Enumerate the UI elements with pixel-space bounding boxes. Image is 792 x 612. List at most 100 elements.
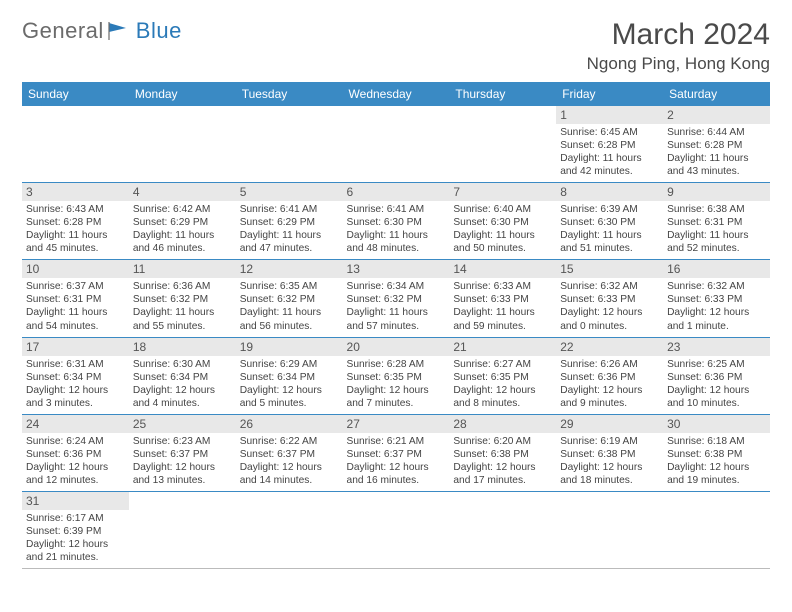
day-number: 16: [663, 260, 770, 278]
day-cell: [556, 491, 663, 568]
day-number: 2: [663, 106, 770, 124]
day-cell: 28Sunrise: 6:20 AMSunset: 6:38 PMDayligh…: [449, 414, 556, 491]
day-details: Sunrise: 6:38 AMSunset: 6:31 PMDaylight:…: [663, 201, 770, 259]
day-cell: 23Sunrise: 6:25 AMSunset: 6:36 PMDayligh…: [663, 337, 770, 414]
day-cell: 18Sunrise: 6:30 AMSunset: 6:34 PMDayligh…: [129, 337, 236, 414]
header-row: Sunday Monday Tuesday Wednesday Thursday…: [22, 82, 770, 106]
day-details: Sunrise: 6:24 AMSunset: 6:36 PMDaylight:…: [22, 433, 129, 491]
day-number: 10: [22, 260, 129, 278]
day-details: Sunrise: 6:20 AMSunset: 6:38 PMDaylight:…: [449, 433, 556, 491]
day-number: 11: [129, 260, 236, 278]
day-number: 21: [449, 338, 556, 356]
day-cell: 31Sunrise: 6:17 AMSunset: 6:39 PMDayligh…: [22, 491, 129, 568]
day-cell: 5Sunrise: 6:41 AMSunset: 6:29 PMDaylight…: [236, 183, 343, 260]
col-thu: Thursday: [449, 82, 556, 106]
day-number: 27: [343, 415, 450, 433]
day-cell: 17Sunrise: 6:31 AMSunset: 6:34 PMDayligh…: [22, 337, 129, 414]
day-details: Sunrise: 6:37 AMSunset: 6:31 PMDaylight:…: [22, 278, 129, 336]
day-cell: 7Sunrise: 6:40 AMSunset: 6:30 PMDaylight…: [449, 183, 556, 260]
day-number: 4: [129, 183, 236, 201]
table-row: 24Sunrise: 6:24 AMSunset: 6:36 PMDayligh…: [22, 414, 770, 491]
day-cell: [343, 106, 450, 183]
day-number: 12: [236, 260, 343, 278]
brand-logo: General Blue: [22, 18, 182, 44]
day-cell: 11Sunrise: 6:36 AMSunset: 6:32 PMDayligh…: [129, 260, 236, 337]
day-cell: [236, 491, 343, 568]
day-details: Sunrise: 6:34 AMSunset: 6:32 PMDaylight:…: [343, 278, 450, 336]
day-details: Sunrise: 6:27 AMSunset: 6:35 PMDaylight:…: [449, 356, 556, 414]
col-sat: Saturday: [663, 82, 770, 106]
day-cell: 24Sunrise: 6:24 AMSunset: 6:36 PMDayligh…: [22, 414, 129, 491]
day-number: 17: [22, 338, 129, 356]
day-details: Sunrise: 6:29 AMSunset: 6:34 PMDaylight:…: [236, 356, 343, 414]
col-fri: Friday: [556, 82, 663, 106]
brand-text-2: Blue: [136, 18, 182, 44]
day-details: Sunrise: 6:18 AMSunset: 6:38 PMDaylight:…: [663, 433, 770, 491]
day-cell: [236, 106, 343, 183]
day-cell: 25Sunrise: 6:23 AMSunset: 6:37 PMDayligh…: [129, 414, 236, 491]
day-cell: [449, 106, 556, 183]
day-details: Sunrise: 6:21 AMSunset: 6:37 PMDaylight:…: [343, 433, 450, 491]
day-cell: 4Sunrise: 6:42 AMSunset: 6:29 PMDaylight…: [129, 183, 236, 260]
day-number: 7: [449, 183, 556, 201]
day-details: Sunrise: 6:45 AMSunset: 6:28 PMDaylight:…: [556, 124, 663, 182]
day-cell: 1Sunrise: 6:45 AMSunset: 6:28 PMDaylight…: [556, 106, 663, 183]
day-details: Sunrise: 6:41 AMSunset: 6:29 PMDaylight:…: [236, 201, 343, 259]
day-cell: 9Sunrise: 6:38 AMSunset: 6:31 PMDaylight…: [663, 183, 770, 260]
table-row: 3Sunrise: 6:43 AMSunset: 6:28 PMDaylight…: [22, 183, 770, 260]
day-cell: 21Sunrise: 6:27 AMSunset: 6:35 PMDayligh…: [449, 337, 556, 414]
day-details: Sunrise: 6:35 AMSunset: 6:32 PMDaylight:…: [236, 278, 343, 336]
day-details: Sunrise: 6:25 AMSunset: 6:36 PMDaylight:…: [663, 356, 770, 414]
day-details: Sunrise: 6:30 AMSunset: 6:34 PMDaylight:…: [129, 356, 236, 414]
day-details: Sunrise: 6:22 AMSunset: 6:37 PMDaylight:…: [236, 433, 343, 491]
day-number: 19: [236, 338, 343, 356]
day-number: 1: [556, 106, 663, 124]
day-details: Sunrise: 6:17 AMSunset: 6:39 PMDaylight:…: [22, 510, 129, 568]
day-number: 13: [343, 260, 450, 278]
month-title: March 2024: [587, 18, 770, 52]
day-details: Sunrise: 6:39 AMSunset: 6:30 PMDaylight:…: [556, 201, 663, 259]
header: General Blue March 2024 Ngong Ping, Hong…: [22, 18, 770, 74]
day-cell: [129, 106, 236, 183]
day-cell: [343, 491, 450, 568]
table-row: 31Sunrise: 6:17 AMSunset: 6:39 PMDayligh…: [22, 491, 770, 568]
day-details: Sunrise: 6:36 AMSunset: 6:32 PMDaylight:…: [129, 278, 236, 336]
day-number: 5: [236, 183, 343, 201]
day-cell: 30Sunrise: 6:18 AMSunset: 6:38 PMDayligh…: [663, 414, 770, 491]
day-number: 20: [343, 338, 450, 356]
day-number: 8: [556, 183, 663, 201]
col-tue: Tuesday: [236, 82, 343, 106]
day-number: 6: [343, 183, 450, 201]
day-details: Sunrise: 6:33 AMSunset: 6:33 PMDaylight:…: [449, 278, 556, 336]
day-cell: 6Sunrise: 6:41 AMSunset: 6:30 PMDaylight…: [343, 183, 450, 260]
day-number: 18: [129, 338, 236, 356]
day-number: 15: [556, 260, 663, 278]
day-number: 29: [556, 415, 663, 433]
day-cell: 2Sunrise: 6:44 AMSunset: 6:28 PMDaylight…: [663, 106, 770, 183]
day-cell: 13Sunrise: 6:34 AMSunset: 6:32 PMDayligh…: [343, 260, 450, 337]
table-row: 10Sunrise: 6:37 AMSunset: 6:31 PMDayligh…: [22, 260, 770, 337]
col-sun: Sunday: [22, 82, 129, 106]
day-cell: 14Sunrise: 6:33 AMSunset: 6:33 PMDayligh…: [449, 260, 556, 337]
day-details: Sunrise: 6:28 AMSunset: 6:35 PMDaylight:…: [343, 356, 450, 414]
logo-flag-icon: [108, 22, 134, 40]
day-number: 24: [22, 415, 129, 433]
day-cell: 3Sunrise: 6:43 AMSunset: 6:28 PMDaylight…: [22, 183, 129, 260]
table-row: 17Sunrise: 6:31 AMSunset: 6:34 PMDayligh…: [22, 337, 770, 414]
day-cell: 19Sunrise: 6:29 AMSunset: 6:34 PMDayligh…: [236, 337, 343, 414]
day-details: Sunrise: 6:19 AMSunset: 6:38 PMDaylight:…: [556, 433, 663, 491]
day-details: Sunrise: 6:43 AMSunset: 6:28 PMDaylight:…: [22, 201, 129, 259]
col-mon: Monday: [129, 82, 236, 106]
title-block: March 2024 Ngong Ping, Hong Kong: [587, 18, 770, 74]
day-details: Sunrise: 6:26 AMSunset: 6:36 PMDaylight:…: [556, 356, 663, 414]
day-number: 26: [236, 415, 343, 433]
day-cell: 26Sunrise: 6:22 AMSunset: 6:37 PMDayligh…: [236, 414, 343, 491]
day-cell: [22, 106, 129, 183]
day-number: 14: [449, 260, 556, 278]
day-details: Sunrise: 6:40 AMSunset: 6:30 PMDaylight:…: [449, 201, 556, 259]
day-details: Sunrise: 6:23 AMSunset: 6:37 PMDaylight:…: [129, 433, 236, 491]
location: Ngong Ping, Hong Kong: [587, 54, 770, 74]
brand-text-1: General: [22, 18, 104, 44]
day-cell: 15Sunrise: 6:32 AMSunset: 6:33 PMDayligh…: [556, 260, 663, 337]
day-number: 28: [449, 415, 556, 433]
